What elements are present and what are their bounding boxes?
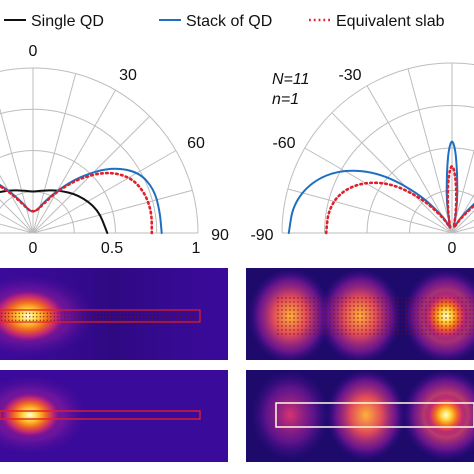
field-map-right-top: [246, 268, 474, 360]
radial-tick-left-0: 0: [29, 240, 38, 257]
annotation-n-1: n=1: [272, 91, 299, 108]
qd-array-outline: [0, 309, 201, 323]
field-map-left-bottom: [0, 370, 228, 462]
angle-tick-right-0: 0: [448, 240, 457, 257]
polar-grid-spoke: [331, 112, 453, 234]
field-map-right-bottom: [246, 370, 474, 462]
series-stack-of-qd: [0, 167, 163, 234]
polar-plot-left: 0 30 60 90 0 0.5 1: [0, 43, 229, 257]
angle-tick-right-minus-60: -60: [272, 135, 295, 152]
radial-tick-left-0-5: 0.5: [101, 240, 123, 257]
polar-plot-right: N=11 n=1 -30 -60 -90 0: [250, 62, 474, 257]
legend-label-stack-of-qd: Stack of QD: [186, 13, 272, 30]
polar-grid-spoke: [304, 147, 453, 234]
polar-grid-spoke: [0, 199, 34, 234]
polar-grid-spoke: [32, 189, 193, 234]
qd-stack-outline: [276, 296, 474, 336]
radial-tick-left-1: 1: [192, 240, 201, 257]
polar-grid-spoke: [0, 213, 34, 234]
polar-grid-spoke: [407, 68, 453, 234]
polar-grid-spoke: [32, 89, 116, 234]
angle-tick-right-minus-30: -30: [338, 67, 361, 84]
angle-tick-left-0: 0: [29, 43, 38, 60]
polar-series-right: [287, 140, 474, 235]
polar-grid-spoke: [287, 188, 453, 234]
polar-grid-left: [0, 67, 199, 234]
polar-grid-spoke: [366, 85, 453, 234]
series-single-qd: [0, 189, 109, 234]
polar-grid-spoke: [0, 174, 34, 234]
angle-tick-left-60: 60: [187, 135, 205, 152]
slab-outline-right: [275, 402, 474, 428]
polar-grid-right: [281, 62, 474, 234]
annotation-n-11: N=11: [272, 71, 310, 88]
legend-label-equivalent-slab: Equivalent slab: [336, 13, 445, 30]
series-stack-of-qd: [287, 140, 474, 234]
angle-tick-right-minus-90: -90: [250, 227, 273, 244]
polar-grid-spoke: [451, 210, 474, 234]
legend: Single QD Stack of QD Equivalent slab: [4, 13, 445, 30]
polar-grid-spoke: [32, 150, 177, 234]
polar-grid-spoke: [0, 223, 34, 234]
legend-label-single-qd: Single QD: [31, 13, 104, 30]
angle-tick-left-90: 90: [211, 227, 229, 244]
polar-grid-spoke: [451, 193, 474, 234]
slab-outline-left: [0, 410, 201, 420]
series-equivalent-slab: [324, 165, 474, 235]
field-map-left-top: [0, 268, 228, 360]
series-equivalent-slab: [0, 171, 154, 235]
angle-tick-left-30: 30: [119, 67, 137, 84]
polar-series-left: [0, 167, 163, 235]
